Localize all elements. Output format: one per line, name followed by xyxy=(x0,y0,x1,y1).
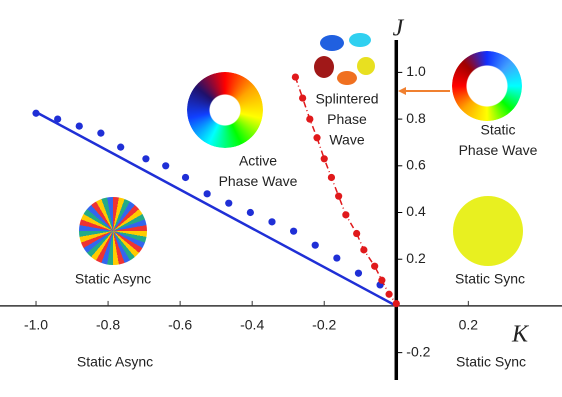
data-point xyxy=(299,94,307,102)
data-point xyxy=(162,162,170,170)
data-point xyxy=(181,173,190,182)
data-point xyxy=(371,262,379,270)
y-tick-label: 0.2 xyxy=(406,250,426,266)
data-point xyxy=(142,155,150,163)
data-point xyxy=(54,115,62,123)
data-point xyxy=(335,192,343,200)
static-wave-image xyxy=(452,51,522,121)
static-sync-image xyxy=(453,196,523,266)
data-point xyxy=(353,229,361,238)
annotation: Active xyxy=(239,153,277,169)
boundary-line xyxy=(35,110,397,308)
annotation: Phase Wave xyxy=(459,142,538,158)
data-point xyxy=(203,190,211,198)
splinter-blob xyxy=(320,35,344,51)
data-point xyxy=(225,199,233,207)
splinter-blob xyxy=(349,33,371,47)
y-tick-label: 0.4 xyxy=(406,203,426,219)
y-tick-label: 1.0 xyxy=(406,63,426,79)
x-tick-label: -0.2 xyxy=(312,317,336,333)
annotation: Static Async xyxy=(75,271,151,287)
static-async-image xyxy=(79,197,147,265)
x-tick-label: -0.4 xyxy=(240,317,264,333)
data-point xyxy=(306,115,314,123)
y-tick-label: 0.8 xyxy=(406,110,426,126)
data-point xyxy=(392,299,400,308)
data-point xyxy=(342,211,350,219)
data-point xyxy=(97,129,105,137)
data-point xyxy=(268,218,276,226)
y-tick-label: -0.2 xyxy=(406,343,430,359)
annotation: Wave xyxy=(329,132,364,148)
data-point xyxy=(327,173,336,182)
annotation: Static Async xyxy=(77,354,153,370)
x-axis-label: K xyxy=(511,322,530,348)
x-tick-label: -1.0 xyxy=(24,317,48,333)
data-point xyxy=(290,227,298,235)
data-point xyxy=(291,73,300,81)
data-point xyxy=(32,109,40,117)
data-point xyxy=(246,208,254,217)
x-tick-label: 0.2 xyxy=(459,317,479,333)
data-point xyxy=(360,246,368,254)
splinter-blob xyxy=(357,57,375,75)
splinter-blob xyxy=(314,56,334,78)
y-tick-label: 0.6 xyxy=(406,157,426,173)
x-tick-label: -0.8 xyxy=(96,317,120,333)
data-point xyxy=(378,276,386,284)
annotation: Static Sync xyxy=(456,354,526,370)
x-tick-label: -0.6 xyxy=(168,317,192,333)
annotation: Static Sync xyxy=(455,271,525,287)
annotation: Phase Wave xyxy=(219,173,298,189)
y-axis-label: J xyxy=(393,16,405,42)
data-point xyxy=(75,122,83,130)
data-point xyxy=(311,241,319,249)
splinter-blob xyxy=(337,71,357,85)
annotation: Splintered xyxy=(315,91,378,107)
arrow-head xyxy=(398,87,406,95)
data-point xyxy=(320,155,328,163)
data-point xyxy=(385,290,393,298)
data-point xyxy=(117,143,125,151)
active-wave-image xyxy=(187,72,263,148)
data-point xyxy=(354,269,363,277)
data-point xyxy=(313,134,321,142)
data-point xyxy=(333,254,341,262)
annotation: Phase xyxy=(327,111,367,127)
annotation: Static xyxy=(480,122,515,138)
